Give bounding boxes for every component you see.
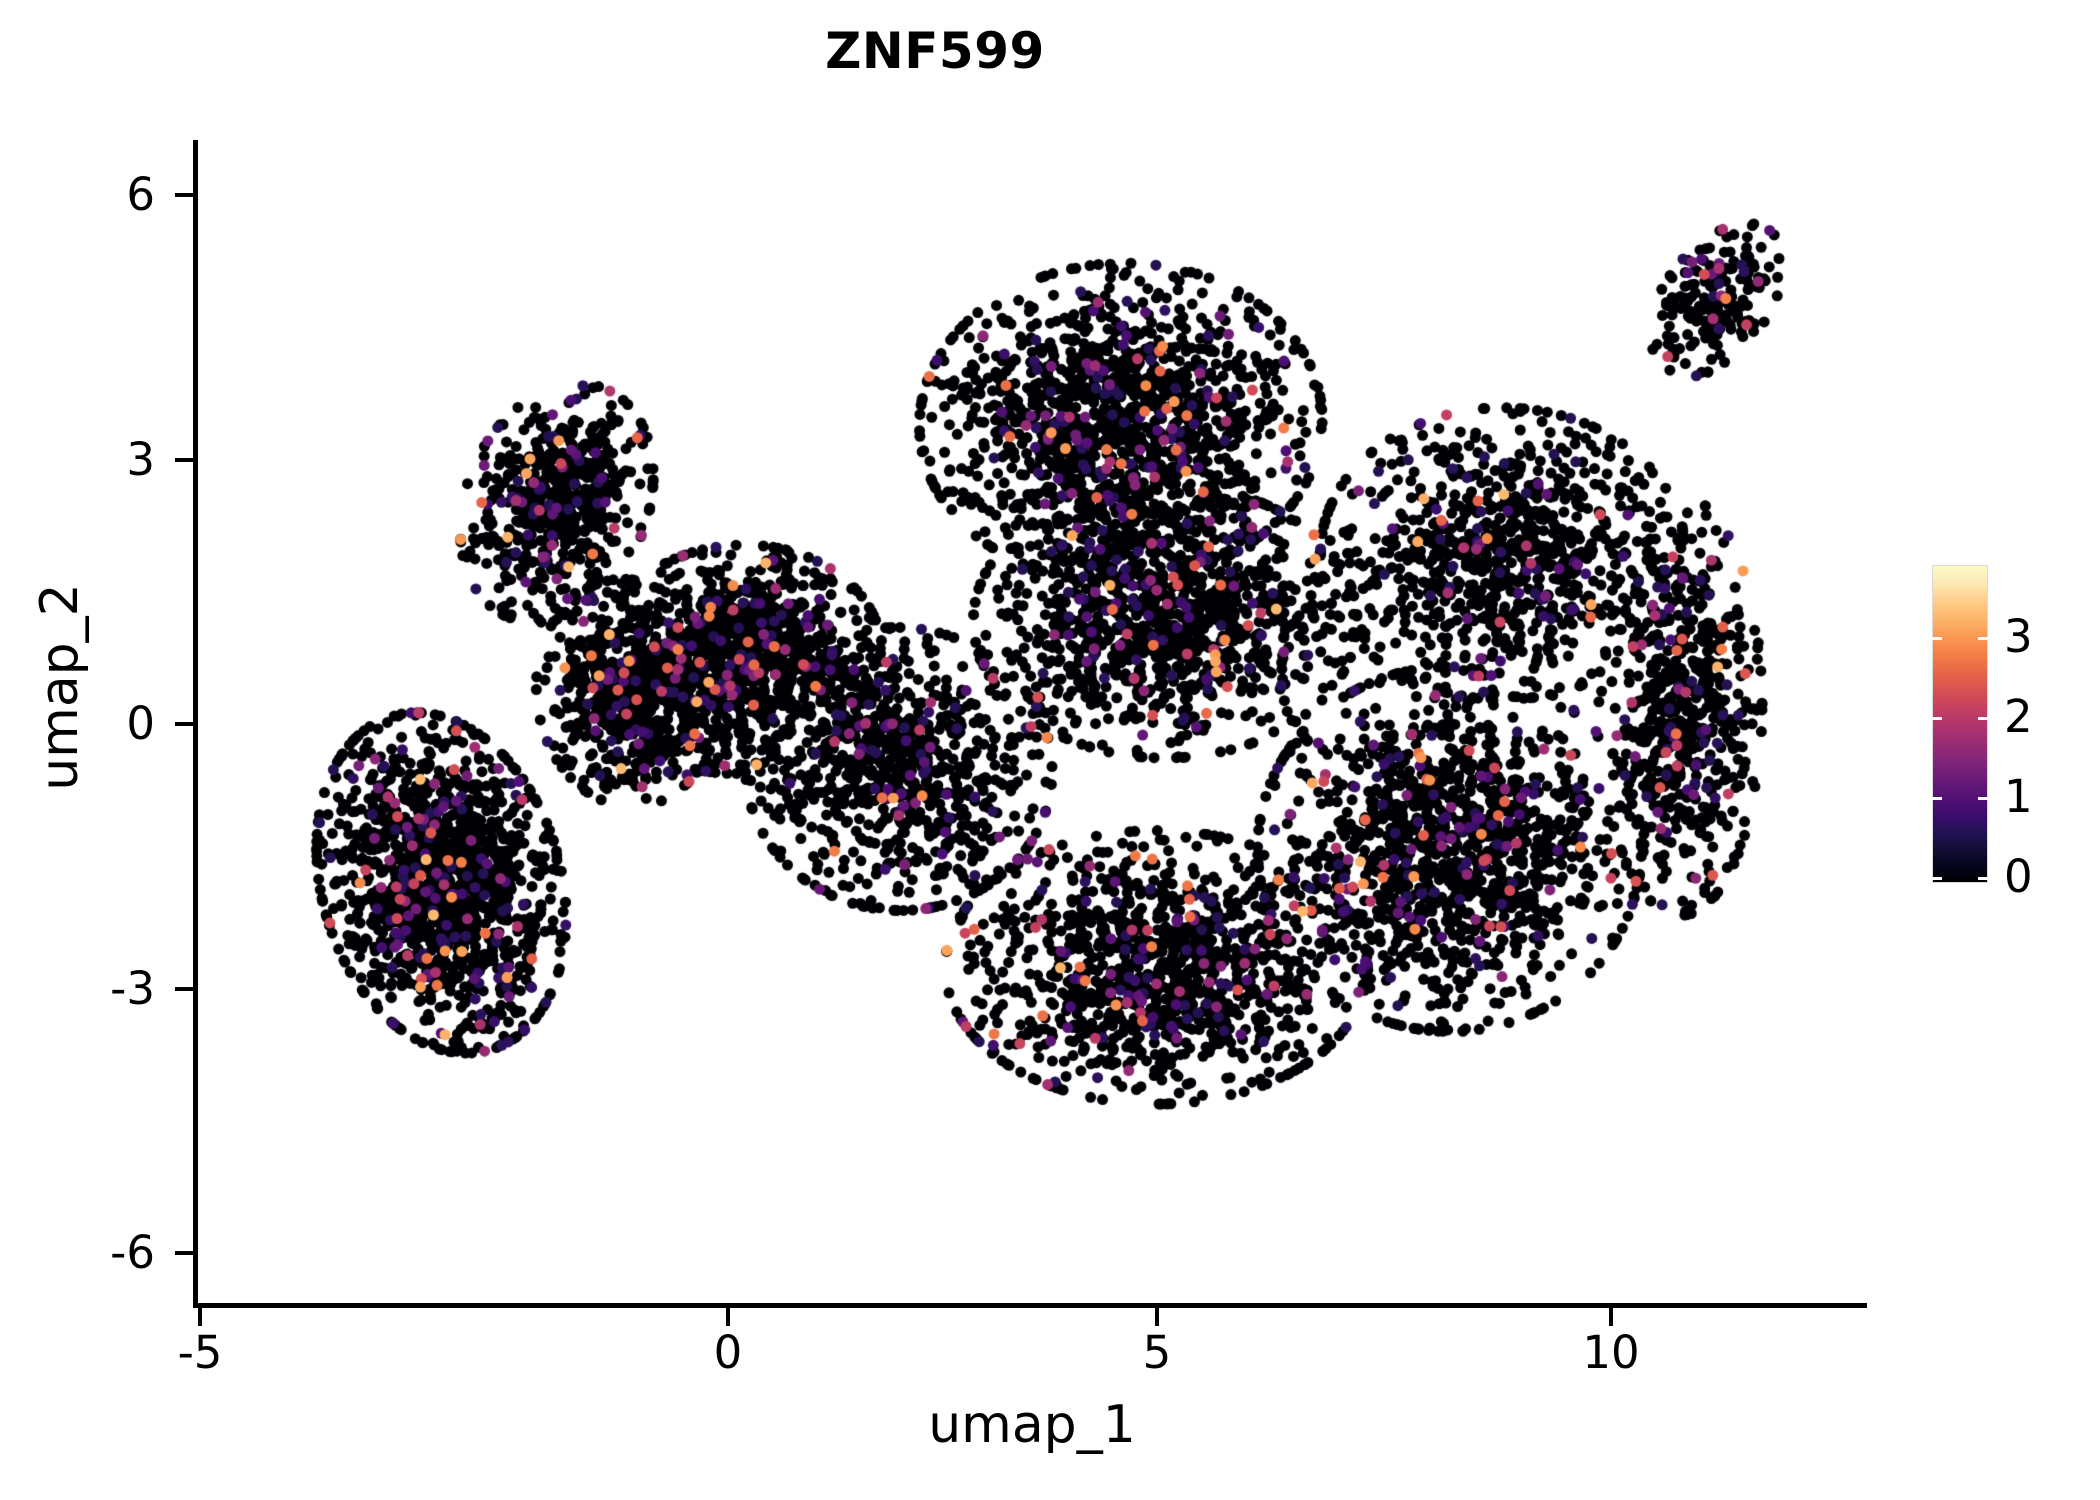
y-tick-label--6: -6 [110,1226,155,1279]
colorbar-tick-2-left [1932,717,1942,720]
x-axis-spine [193,1303,1867,1308]
x-tick-label-10: 10 [1582,1326,1640,1379]
colorbar-tick-3-left [1932,637,1942,640]
x-tick-mark-10 [1609,1308,1613,1326]
y-tick-mark--3 [175,987,193,991]
y-tick-mark--6 [175,1251,193,1255]
x-tick-mark-0 [726,1308,730,1326]
y-tick-label-6: 6 [126,168,155,221]
y-tick-mark-6 [175,193,193,197]
colorbar-label-0: 0 [2004,850,2033,903]
y-tick-mark-0 [175,722,193,726]
colorbar-tick-0-right [1978,877,1988,880]
colorbar-tick-1-left [1932,797,1942,800]
x-tick-label-0: 0 [713,1326,743,1379]
y-tick-label-3: 3 [126,433,155,486]
colorbar[interactable]: 3 2 1 0 [1932,565,2033,899]
x-tick-label-5: 5 [1142,1326,1172,1379]
colorbar-gradient [1932,565,1988,883]
y-tick-mark-3 [175,458,193,462]
y-tick-label-0: 0 [126,697,155,750]
page-title: ZNF599 [825,22,1045,80]
colorbar-tick-2-right [1978,717,1988,720]
x-axis-title: umap_1 [928,1395,1136,1455]
colorbar-tick-3-right [1978,637,1988,640]
scatter-canvas [197,140,1867,1305]
colorbar-tick-0-left [1932,877,1942,880]
x-tick-label--5: -5 [177,1326,223,1379]
plot-area [197,140,1867,1305]
x-tick-mark--5 [198,1308,202,1326]
y-axis-title: umap_2 [30,583,90,791]
x-tick-mark-5 [1155,1308,1159,1326]
colorbar-label-3: 3 [2004,610,2033,663]
colorbar-tick-1-right [1978,797,1988,800]
y-axis-spine [193,140,198,1308]
colorbar-label-1: 1 [2004,770,2033,823]
y-tick-label--3: -3 [110,962,155,1015]
colorbar-label-2: 2 [2004,690,2033,743]
